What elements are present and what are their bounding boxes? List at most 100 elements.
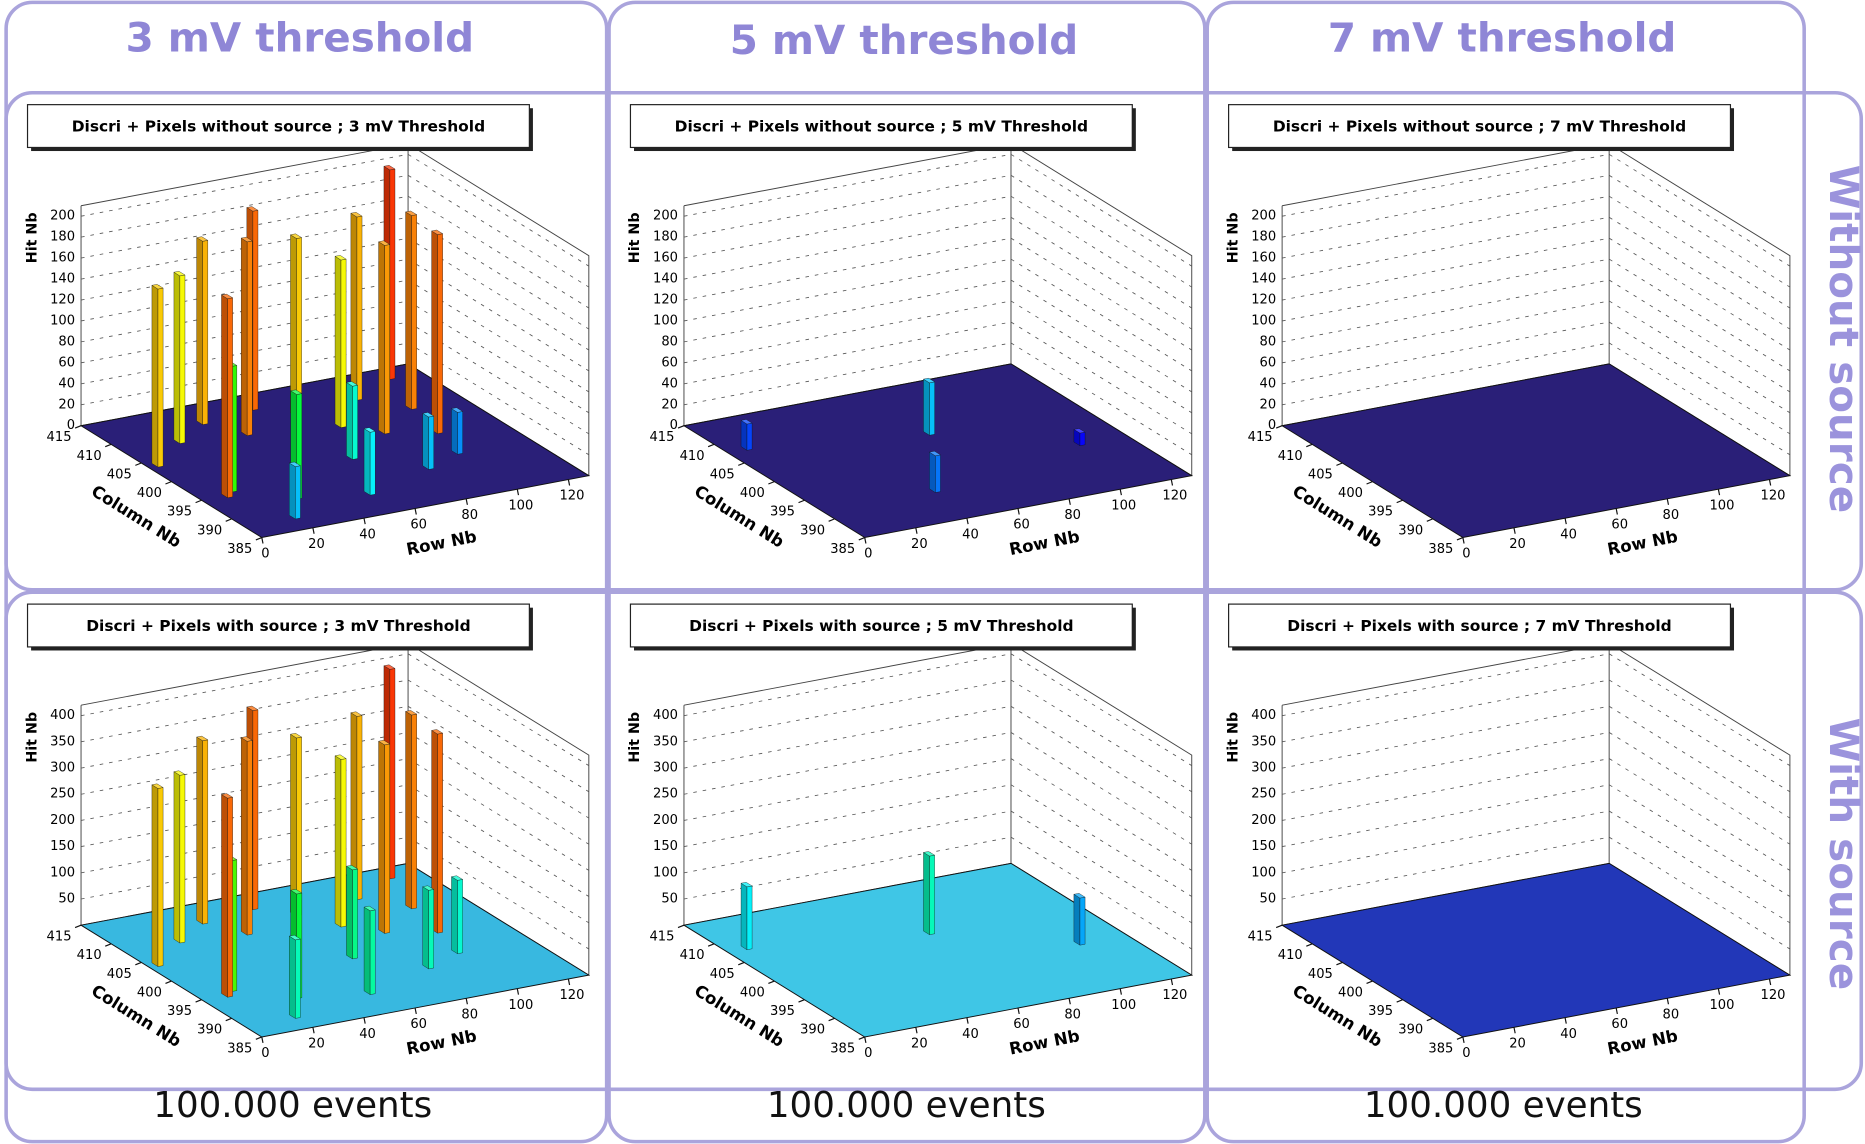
x-tick-label: 120 — [1162, 988, 1187, 1003]
y-tick-label: 390 — [800, 1023, 825, 1038]
z-tick-label: 0 — [1268, 418, 1276, 433]
z-tick-label: 400 — [1251, 708, 1276, 723]
bar-top — [151, 284, 164, 290]
x-tick-label: 80 — [1663, 508, 1680, 523]
x-tick-label: 100 — [1709, 998, 1734, 1013]
bar-face — [350, 212, 358, 401]
y-tick-label: 415 — [649, 930, 674, 945]
bar-face — [363, 906, 371, 995]
z-tick-label: 350 — [653, 734, 678, 749]
bar-top — [151, 783, 164, 789]
z-tick-label: 80 — [661, 334, 678, 349]
y-tick — [677, 924, 685, 929]
x-tick — [1513, 527, 1516, 534]
z-tick-label: 150 — [50, 839, 75, 854]
z-axis-label: Hit Nb — [627, 712, 643, 763]
bar-face — [363, 428, 371, 496]
bar-face — [389, 668, 396, 880]
bar-face — [740, 882, 748, 951]
y-tick — [1396, 999, 1403, 1003]
bar-top — [422, 885, 435, 891]
y-tick — [798, 499, 805, 504]
y-tick-label: 390 — [1398, 523, 1423, 538]
bar-top — [922, 851, 936, 857]
bar-top — [383, 664, 396, 670]
x-tick-label: 100 — [1111, 498, 1136, 513]
x-tick — [864, 1036, 867, 1044]
y-tick-label: 405 — [710, 467, 735, 482]
y-tick — [74, 924, 82, 929]
z-tick-label: 300 — [653, 761, 678, 776]
bar-top — [431, 229, 444, 235]
bar-top — [240, 736, 253, 742]
bar-top — [246, 705, 259, 711]
bar-face — [935, 454, 941, 493]
x-tick-label: 40 — [1560, 527, 1577, 542]
x-tick-label: 20 — [1509, 1036, 1526, 1051]
bar-top — [405, 210, 418, 216]
y-tick-label: 395 — [1368, 1004, 1393, 1019]
z-tick-label: 250 — [50, 787, 75, 802]
x-tick-label: 20 — [308, 537, 325, 552]
bar-face — [290, 733, 297, 917]
bar-top — [363, 427, 376, 433]
bar — [431, 729, 444, 934]
z-tick-label: 0 — [67, 418, 75, 433]
bar-face — [457, 879, 463, 954]
title-box — [1228, 104, 1732, 149]
x-tick — [1462, 1036, 1465, 1044]
column-header: 3 mV threshold — [126, 13, 475, 61]
x-tick — [312, 527, 315, 534]
title-box — [629, 603, 1133, 648]
bar-face — [296, 736, 302, 917]
y-tick-label: 415 — [47, 430, 72, 445]
bar-face — [221, 294, 228, 499]
z-tick-label: 50 — [1260, 891, 1277, 906]
y-tick — [255, 1036, 263, 1040]
x-tick — [1615, 508, 1618, 515]
y-tick — [1456, 536, 1464, 541]
z-axis-label: Hit Nb — [1225, 212, 1241, 263]
x-tick-label: 40 — [1560, 1027, 1577, 1042]
x-tick — [1615, 1007, 1618, 1015]
x-tick — [516, 988, 520, 995]
y-tick — [225, 518, 232, 522]
bar-top — [405, 710, 418, 716]
bar-face — [929, 381, 935, 436]
floor — [682, 363, 1194, 539]
row-frame — [4, 90, 1864, 592]
footer: 100.000 events — [153, 1085, 432, 1126]
bar-face — [384, 244, 390, 435]
x-tick — [864, 537, 867, 544]
bar-face — [929, 451, 936, 493]
y-tick — [768, 980, 775, 985]
y-tick-label: 415 — [649, 430, 674, 445]
bar-top — [288, 461, 301, 467]
x-tick-label: 100 — [508, 498, 533, 513]
y-tick — [858, 1036, 865, 1040]
z-axis-label: Hit Nb — [627, 212, 643, 263]
z-tick-label: 200 — [50, 813, 75, 828]
x-tick — [1666, 998, 1670, 1005]
bar — [173, 271, 186, 444]
y-tick — [1306, 943, 1313, 947]
bar-top — [289, 733, 303, 739]
bar — [151, 783, 164, 967]
bar-face — [290, 234, 297, 417]
chart-title: Discri + Pixels with source ; 7 mV Thres… — [1287, 617, 1671, 635]
z-tick-label: 120 — [1251, 293, 1276, 308]
z-tick-label: 100 — [1251, 865, 1276, 880]
bar-face — [296, 237, 302, 417]
y-tick — [677, 425, 685, 429]
x-tick-label: 0 — [261, 1046, 269, 1061]
y-tick-label: 385 — [830, 542, 855, 557]
y-tick-label: 385 — [227, 542, 252, 557]
x-tick-label: 20 — [911, 537, 928, 552]
bar-face — [457, 411, 463, 455]
bar-face — [241, 737, 248, 936]
bar-face — [431, 230, 438, 435]
bar-face — [746, 422, 753, 451]
z-tick-label: 180 — [50, 230, 75, 245]
y-tick — [104, 443, 112, 448]
